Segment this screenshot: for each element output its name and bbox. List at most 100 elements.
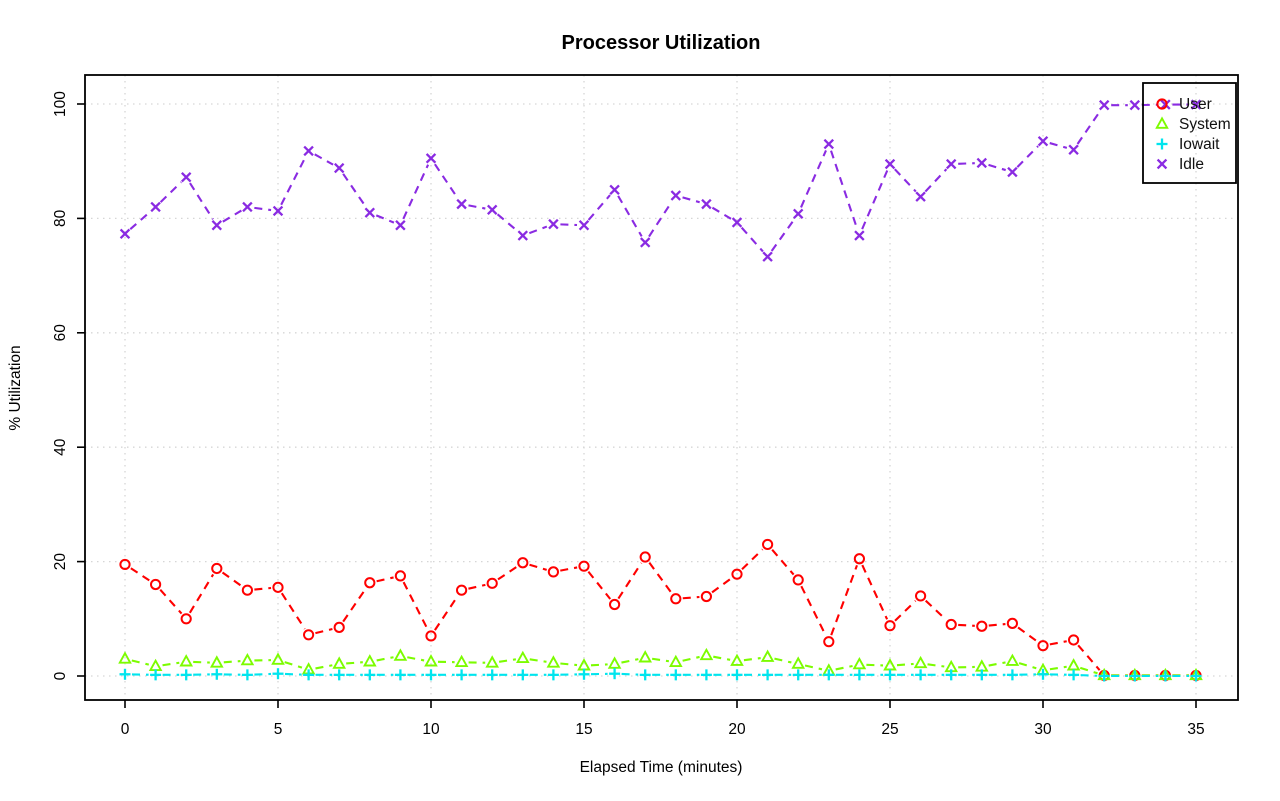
x-tick-label: 35 — [1187, 721, 1204, 738]
triangle-marker — [760, 649, 775, 662]
series-system — [118, 647, 1203, 681]
plus-marker — [609, 668, 621, 680]
x-marker — [884, 158, 896, 170]
triangle-marker — [1155, 116, 1169, 129]
triangle-marker — [1066, 658, 1081, 671]
legend-label-iowait: Iowait — [1179, 136, 1220, 153]
plus-marker — [639, 669, 651, 681]
circle-marker — [945, 618, 957, 631]
circle-marker — [456, 584, 468, 596]
x-marker — [792, 208, 804, 220]
plus-marker — [456, 669, 468, 681]
circle-marker — [272, 581, 284, 593]
x-axis-title: Elapsed Time (minutes) — [580, 759, 743, 776]
circle-marker — [394, 570, 406, 582]
x-marker — [180, 172, 192, 183]
circle-marker — [333, 621, 345, 633]
x-marker — [1037, 135, 1049, 147]
triangle-marker — [546, 655, 561, 668]
triangle-marker — [454, 654, 469, 668]
plus-marker — [731, 669, 743, 681]
plus-marker — [1159, 670, 1171, 682]
x-tick-label: 15 — [575, 721, 592, 738]
x-marker — [609, 184, 620, 196]
plus-marker — [333, 669, 345, 681]
y-tick-label: 0 — [52, 671, 69, 680]
circle-marker — [303, 629, 315, 641]
x-marker — [1068, 144, 1079, 155]
triangle-marker — [730, 653, 744, 666]
x-marker — [1007, 166, 1018, 178]
plus-marker — [303, 669, 315, 681]
circle-marker — [976, 620, 988, 632]
x-tick-label: 10 — [422, 721, 440, 738]
plus-marker — [425, 669, 437, 681]
gridlines — [85, 75, 1238, 700]
x-marker — [303, 145, 314, 157]
circle-marker — [884, 620, 896, 632]
triangle-marker — [638, 650, 653, 663]
plus-marker — [945, 669, 957, 681]
x-marker — [945, 158, 957, 170]
plus-marker — [700, 669, 712, 681]
circle-marker — [180, 613, 192, 625]
circle-marker — [119, 558, 131, 571]
triangle-marker — [118, 651, 132, 664]
x-marker — [731, 217, 743, 228]
x-marker — [548, 218, 559, 230]
legend-label-system: System — [1179, 116, 1231, 133]
series-iowait — [119, 668, 1202, 682]
plus-marker — [211, 668, 223, 680]
triangle-marker — [424, 654, 438, 667]
y-tick-label: 40 — [52, 438, 69, 456]
plus-marker — [1129, 670, 1141, 682]
triangle-marker — [668, 654, 683, 668]
plus-marker — [547, 669, 559, 681]
plus-marker — [976, 669, 988, 681]
triangle-marker — [913, 655, 928, 669]
plus-marker — [670, 669, 682, 681]
plus-marker — [180, 669, 192, 681]
x-marker — [486, 204, 498, 216]
x-marker — [272, 205, 284, 217]
triangle-marker — [240, 652, 255, 666]
x-marker — [395, 220, 406, 231]
triangle-marker — [607, 656, 622, 669]
circle-marker — [211, 562, 223, 575]
x-marker — [119, 228, 131, 240]
plot-border — [84, 74, 1239, 701]
circle-marker — [364, 577, 376, 589]
triangle-marker — [271, 652, 285, 665]
circle-marker — [486, 577, 498, 589]
triangle-marker — [515, 650, 530, 664]
x-marker — [976, 157, 988, 169]
plus-marker — [578, 668, 590, 680]
axes: 0 5 10 15 20 25 30 35 0 20 40 60 80 100 — [52, 91, 1205, 738]
circle-marker — [425, 630, 437, 642]
plus-marker — [1098, 670, 1110, 682]
x-marker — [578, 220, 590, 231]
circle-marker — [517, 557, 529, 569]
x-marker — [1156, 158, 1168, 170]
x-tick-label: 20 — [728, 721, 746, 738]
x-marker — [333, 162, 345, 174]
triangle-marker — [699, 647, 714, 661]
plus-marker — [119, 668, 131, 680]
x-marker — [211, 220, 223, 231]
triangle-marker — [1005, 653, 1020, 666]
x-marker — [701, 198, 712, 210]
plus-marker — [853, 669, 865, 681]
x-marker — [1190, 99, 1202, 110]
plus-marker — [762, 669, 774, 681]
x-marker — [364, 207, 376, 218]
circle-marker — [700, 590, 713, 603]
triangle-marker — [974, 659, 989, 672]
triangle-marker — [485, 655, 500, 668]
y-tick-label: 80 — [52, 209, 69, 227]
x-marker — [915, 191, 926, 202]
circle-marker — [792, 574, 804, 586]
legend: User System Iowait Idle — [1142, 82, 1237, 184]
plus-marker — [394, 669, 406, 681]
triangle-marker — [791, 656, 806, 669]
